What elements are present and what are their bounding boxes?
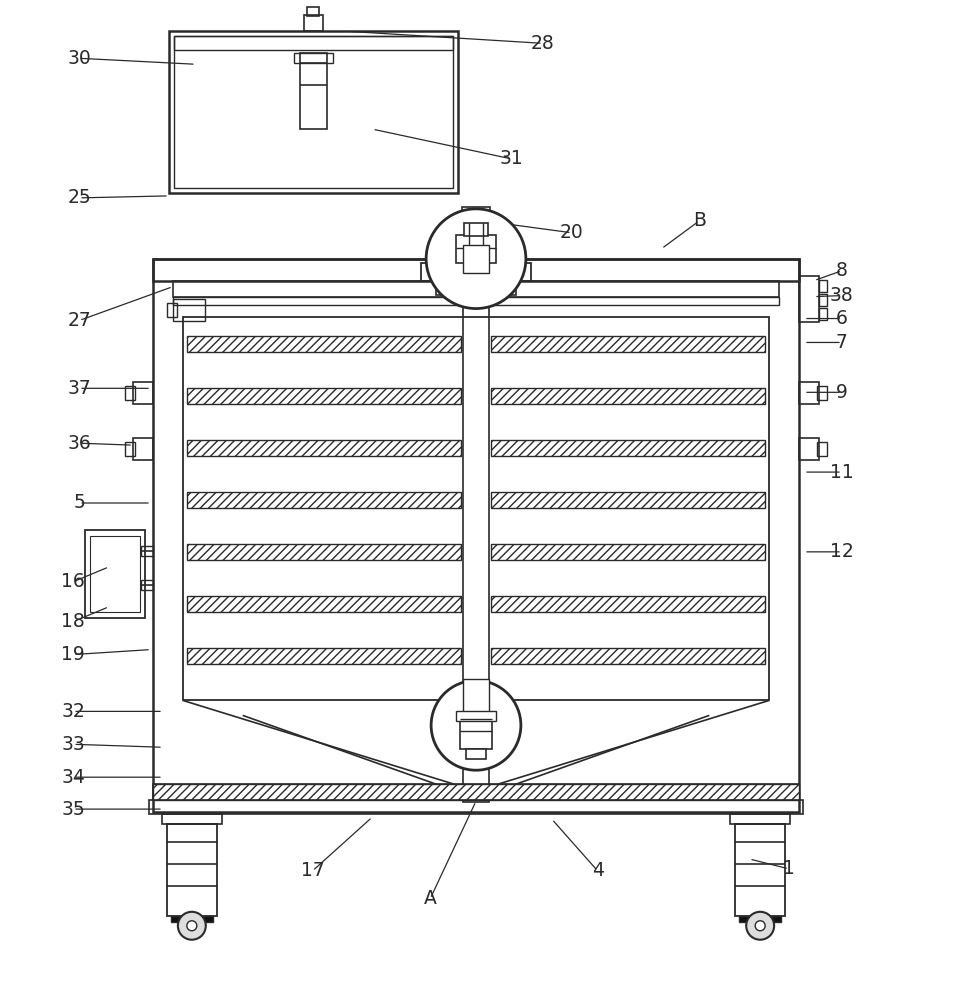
Text: 19: 19 <box>61 645 85 664</box>
Bar <box>152 784 799 800</box>
Circle shape <box>431 680 520 770</box>
Bar <box>162 814 221 824</box>
Text: 16: 16 <box>61 572 85 591</box>
Bar <box>303 15 323 31</box>
Bar <box>454 217 497 257</box>
Bar <box>299 53 327 129</box>
Text: 12: 12 <box>829 542 853 561</box>
Bar <box>816 442 826 456</box>
Bar <box>799 276 818 322</box>
Bar <box>167 303 176 317</box>
Bar <box>463 223 487 236</box>
Text: 38: 38 <box>829 286 853 305</box>
Text: 11: 11 <box>829 463 853 482</box>
Bar <box>816 386 826 400</box>
Bar <box>735 824 784 916</box>
Bar <box>149 800 802 814</box>
Text: 30: 30 <box>68 49 91 68</box>
Bar <box>491 648 764 664</box>
Bar <box>85 530 145 618</box>
Bar <box>294 53 333 63</box>
Bar <box>436 281 516 295</box>
Bar <box>132 438 152 460</box>
Text: 37: 37 <box>68 379 91 398</box>
Bar <box>183 317 768 700</box>
Circle shape <box>426 209 525 309</box>
Text: 5: 5 <box>73 493 85 512</box>
Text: 28: 28 <box>531 34 554 53</box>
Bar <box>491 544 764 560</box>
Bar <box>171 916 213 922</box>
Text: 34: 34 <box>61 768 85 787</box>
Bar <box>152 259 799 812</box>
Bar <box>462 679 489 725</box>
Text: 9: 9 <box>835 383 847 402</box>
Bar <box>491 440 764 456</box>
Bar <box>125 386 135 400</box>
Bar <box>462 245 489 273</box>
Text: 18: 18 <box>61 612 85 631</box>
Bar <box>459 719 492 749</box>
Bar <box>461 207 490 219</box>
Text: B: B <box>692 211 705 230</box>
Bar <box>420 263 530 281</box>
Bar <box>141 546 152 556</box>
Bar <box>187 648 460 664</box>
Bar <box>799 438 818 460</box>
Bar <box>90 536 140 612</box>
Bar <box>172 297 779 305</box>
Circle shape <box>745 912 773 940</box>
Bar <box>491 492 764 508</box>
Bar <box>187 596 460 612</box>
Bar <box>169 31 457 193</box>
Bar <box>729 814 789 824</box>
Text: 25: 25 <box>68 188 91 207</box>
Bar <box>466 749 485 759</box>
Bar <box>799 382 818 404</box>
Text: 36: 36 <box>68 434 91 453</box>
Bar <box>491 388 764 404</box>
Bar <box>307 7 319 16</box>
Text: 6: 6 <box>835 309 847 328</box>
Circle shape <box>755 921 764 931</box>
Bar <box>491 596 764 612</box>
Bar <box>462 297 489 802</box>
Bar <box>187 388 460 404</box>
Bar <box>172 281 779 297</box>
Text: 35: 35 <box>61 800 85 819</box>
Text: 33: 33 <box>61 735 85 754</box>
Bar <box>141 580 152 590</box>
Bar <box>187 440 460 456</box>
Bar <box>132 382 152 404</box>
Bar <box>173 36 453 50</box>
Bar <box>152 784 799 800</box>
Text: 8: 8 <box>835 261 847 280</box>
Bar <box>187 492 460 508</box>
Text: 1: 1 <box>782 859 794 878</box>
Text: 31: 31 <box>499 149 523 168</box>
Bar <box>167 824 216 916</box>
Text: A: A <box>423 889 436 908</box>
Bar <box>456 235 496 263</box>
Text: 4: 4 <box>591 861 603 880</box>
Bar <box>173 36 453 188</box>
Bar <box>187 544 460 560</box>
Bar <box>818 308 826 320</box>
Text: 17: 17 <box>300 861 324 880</box>
Text: 20: 20 <box>559 223 583 242</box>
Bar <box>125 442 135 456</box>
Bar <box>491 336 764 352</box>
Bar <box>818 280 826 292</box>
Circle shape <box>177 912 206 940</box>
Bar <box>456 711 496 721</box>
Bar <box>818 294 826 306</box>
Text: 7: 7 <box>835 333 847 352</box>
Bar <box>152 259 799 281</box>
Bar <box>187 336 460 352</box>
Text: 32: 32 <box>61 702 85 721</box>
Text: 27: 27 <box>68 311 91 330</box>
Circle shape <box>187 921 196 931</box>
Bar <box>739 916 781 922</box>
Bar <box>172 299 205 321</box>
